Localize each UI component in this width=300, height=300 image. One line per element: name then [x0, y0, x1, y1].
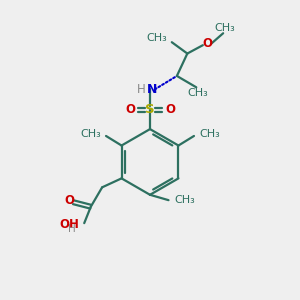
Text: CH₃: CH₃ — [147, 33, 167, 43]
Text: O: O — [165, 103, 175, 116]
Text: H: H — [68, 224, 76, 234]
Text: O: O — [64, 194, 74, 207]
Text: OH: OH — [59, 218, 79, 231]
Text: N: N — [147, 83, 158, 96]
Text: S: S — [145, 103, 155, 116]
Text: H: H — [137, 83, 146, 96]
Text: CH₃: CH₃ — [188, 88, 208, 98]
Text: CH₃: CH₃ — [214, 23, 235, 33]
Text: CH₃: CH₃ — [80, 130, 101, 140]
Text: O: O — [202, 37, 213, 50]
Text: CH₃: CH₃ — [199, 130, 220, 140]
Text: O: O — [125, 103, 135, 116]
Text: CH₃: CH₃ — [174, 195, 195, 205]
